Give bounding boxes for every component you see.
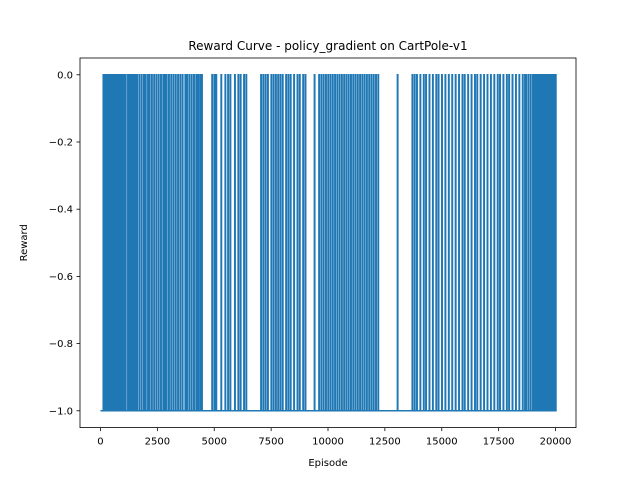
y-tick-label: −0.4 [49, 205, 73, 216]
x-tick-label: 7500 [258, 437, 283, 448]
plot-area [100, 74, 557, 412]
chart-title: Reward Curve - policy_gradient on CartPo… [188, 39, 467, 53]
y-axis: 0.0 −0.2 −0.4 −0.6 −0.8 −1.0 [49, 70, 80, 417]
x-tick-label: 17500 [483, 437, 515, 448]
x-tick-label: 12500 [369, 437, 401, 448]
y-tick-label: −0.8 [49, 339, 73, 350]
x-tick-label: 2500 [145, 437, 170, 448]
x-tick-label: 20000 [540, 437, 572, 448]
y-tick-label: 0.0 [57, 70, 73, 81]
x-tick-label: 0 [97, 437, 103, 448]
y-axis-label: Reward [19, 224, 30, 261]
y-tick-label: −0.2 [49, 138, 73, 149]
x-axis: 0 2500 5000 7500 10000 12500 15000 17500 20000 [97, 427, 572, 448]
y-tick-label: −1.0 [49, 406, 73, 417]
x-axis-label: Episode [308, 458, 347, 469]
x-tick-label: 15000 [426, 437, 458, 448]
series-line-reward [100, 74, 557, 412]
y-tick-label: −0.6 [49, 272, 73, 283]
x-tick-label: 5000 [202, 437, 227, 448]
x-tick-label: 10000 [312, 437, 344, 448]
